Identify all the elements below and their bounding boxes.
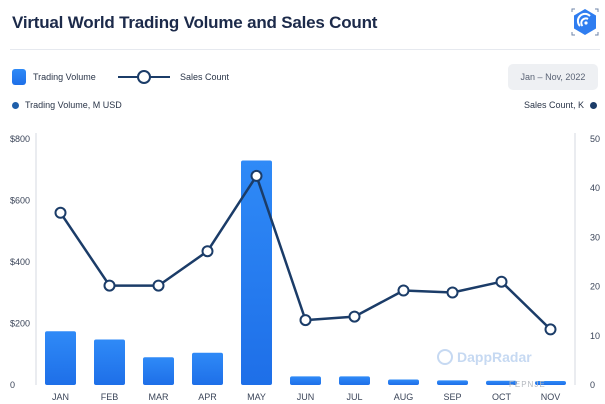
right-tick-label: 30 xyxy=(590,232,600,242)
date-range-pill[interactable]: Jan – Nov, 2022 xyxy=(508,64,598,90)
x-tick-label: JUL xyxy=(346,392,362,402)
bar-sep[interactable] xyxy=(437,380,468,385)
x-tick-label: MAY xyxy=(247,392,266,402)
bar-apr[interactable] xyxy=(192,352,223,385)
chart-title: Virtual World Trading Volume and Sales C… xyxy=(12,13,378,32)
watermark-text: DappRadar xyxy=(457,349,532,365)
sales-point-mar[interactable] xyxy=(152,279,165,292)
sales-point-jun[interactable] xyxy=(299,314,312,327)
sales-point-nov[interactable] xyxy=(544,323,557,336)
right-axis-dot-icon xyxy=(590,101,597,109)
bar-swatch-icon xyxy=(12,69,26,85)
sales-point-oct[interactable] xyxy=(495,275,508,288)
line-swatch-icon xyxy=(118,69,170,85)
bar-jun[interactable] xyxy=(290,376,321,385)
sales-point-aug[interactable] xyxy=(397,284,410,297)
x-tick-label: FEB xyxy=(101,392,119,402)
legend-trading-volume[interactable]: Trading Volume xyxy=(12,69,96,85)
bar-jul[interactable] xyxy=(339,376,370,385)
bar-aug[interactable] xyxy=(388,379,419,386)
x-tick-label: JUN xyxy=(297,392,315,402)
right-tick-label: 50 xyxy=(590,134,600,144)
sales-point-apr[interactable] xyxy=(201,245,214,258)
x-tick-label: MAR xyxy=(149,392,170,402)
bar-oct[interactable] xyxy=(486,380,517,385)
right-axis-title: Sales Count, K xyxy=(524,99,597,111)
right-tick-label: 40 xyxy=(590,183,600,193)
x-tick-label: APR xyxy=(198,392,217,402)
left-tick-label: $600 xyxy=(10,196,30,206)
x-tick-label: NOV xyxy=(541,392,561,402)
right-axis-title-text: Sales Count, K xyxy=(523,100,584,110)
bar-mar[interactable] xyxy=(143,357,174,385)
header-divider xyxy=(10,49,600,50)
x-tick-label: AUG xyxy=(394,392,414,402)
sales-point-sep[interactable] xyxy=(446,286,459,299)
bar-feb[interactable] xyxy=(94,339,125,386)
watermark-logo-icon xyxy=(437,349,453,365)
x-tick-label: OCT xyxy=(492,392,512,402)
sales-point-jan[interactable] xyxy=(54,206,67,219)
sales-count-line xyxy=(59,174,552,331)
sales-point-jul[interactable] xyxy=(348,310,361,323)
right-tick-label: 20 xyxy=(590,282,600,292)
x-tick-label: SEP xyxy=(443,392,461,402)
left-axis-dot-icon xyxy=(12,101,19,109)
x-tick-label: JAN xyxy=(52,392,69,402)
left-tick-label: $800 xyxy=(10,134,30,144)
dappradar-badge-icon xyxy=(571,8,599,36)
left-tick-label: $400 xyxy=(10,257,30,267)
right-tick-label: 10 xyxy=(590,331,600,341)
legend-label-trading-volume: Trading Volume xyxy=(33,72,96,82)
left-axis-title: Trading Volume, M USD xyxy=(12,99,122,111)
legend-label-sales-count: Sales Count xyxy=(180,72,230,82)
bar-may[interactable] xyxy=(241,160,272,386)
bar-nov[interactable] xyxy=(535,381,566,385)
bar-jan[interactable] xyxy=(45,331,76,385)
sales-point-feb[interactable] xyxy=(103,279,116,292)
left-tick-label: $200 xyxy=(10,319,30,329)
right-tick-label: 0 xyxy=(590,380,595,390)
corner-watermark: FEPNJE xyxy=(509,380,546,389)
left-tick-label: 0 xyxy=(10,380,15,390)
legend-sales-count[interactable]: Sales Count xyxy=(118,69,229,85)
dappradar-watermark: DappRadar xyxy=(437,349,532,365)
sales-point-may[interactable] xyxy=(250,169,263,182)
left-axis-title-text: Trading Volume, M USD xyxy=(25,100,122,110)
